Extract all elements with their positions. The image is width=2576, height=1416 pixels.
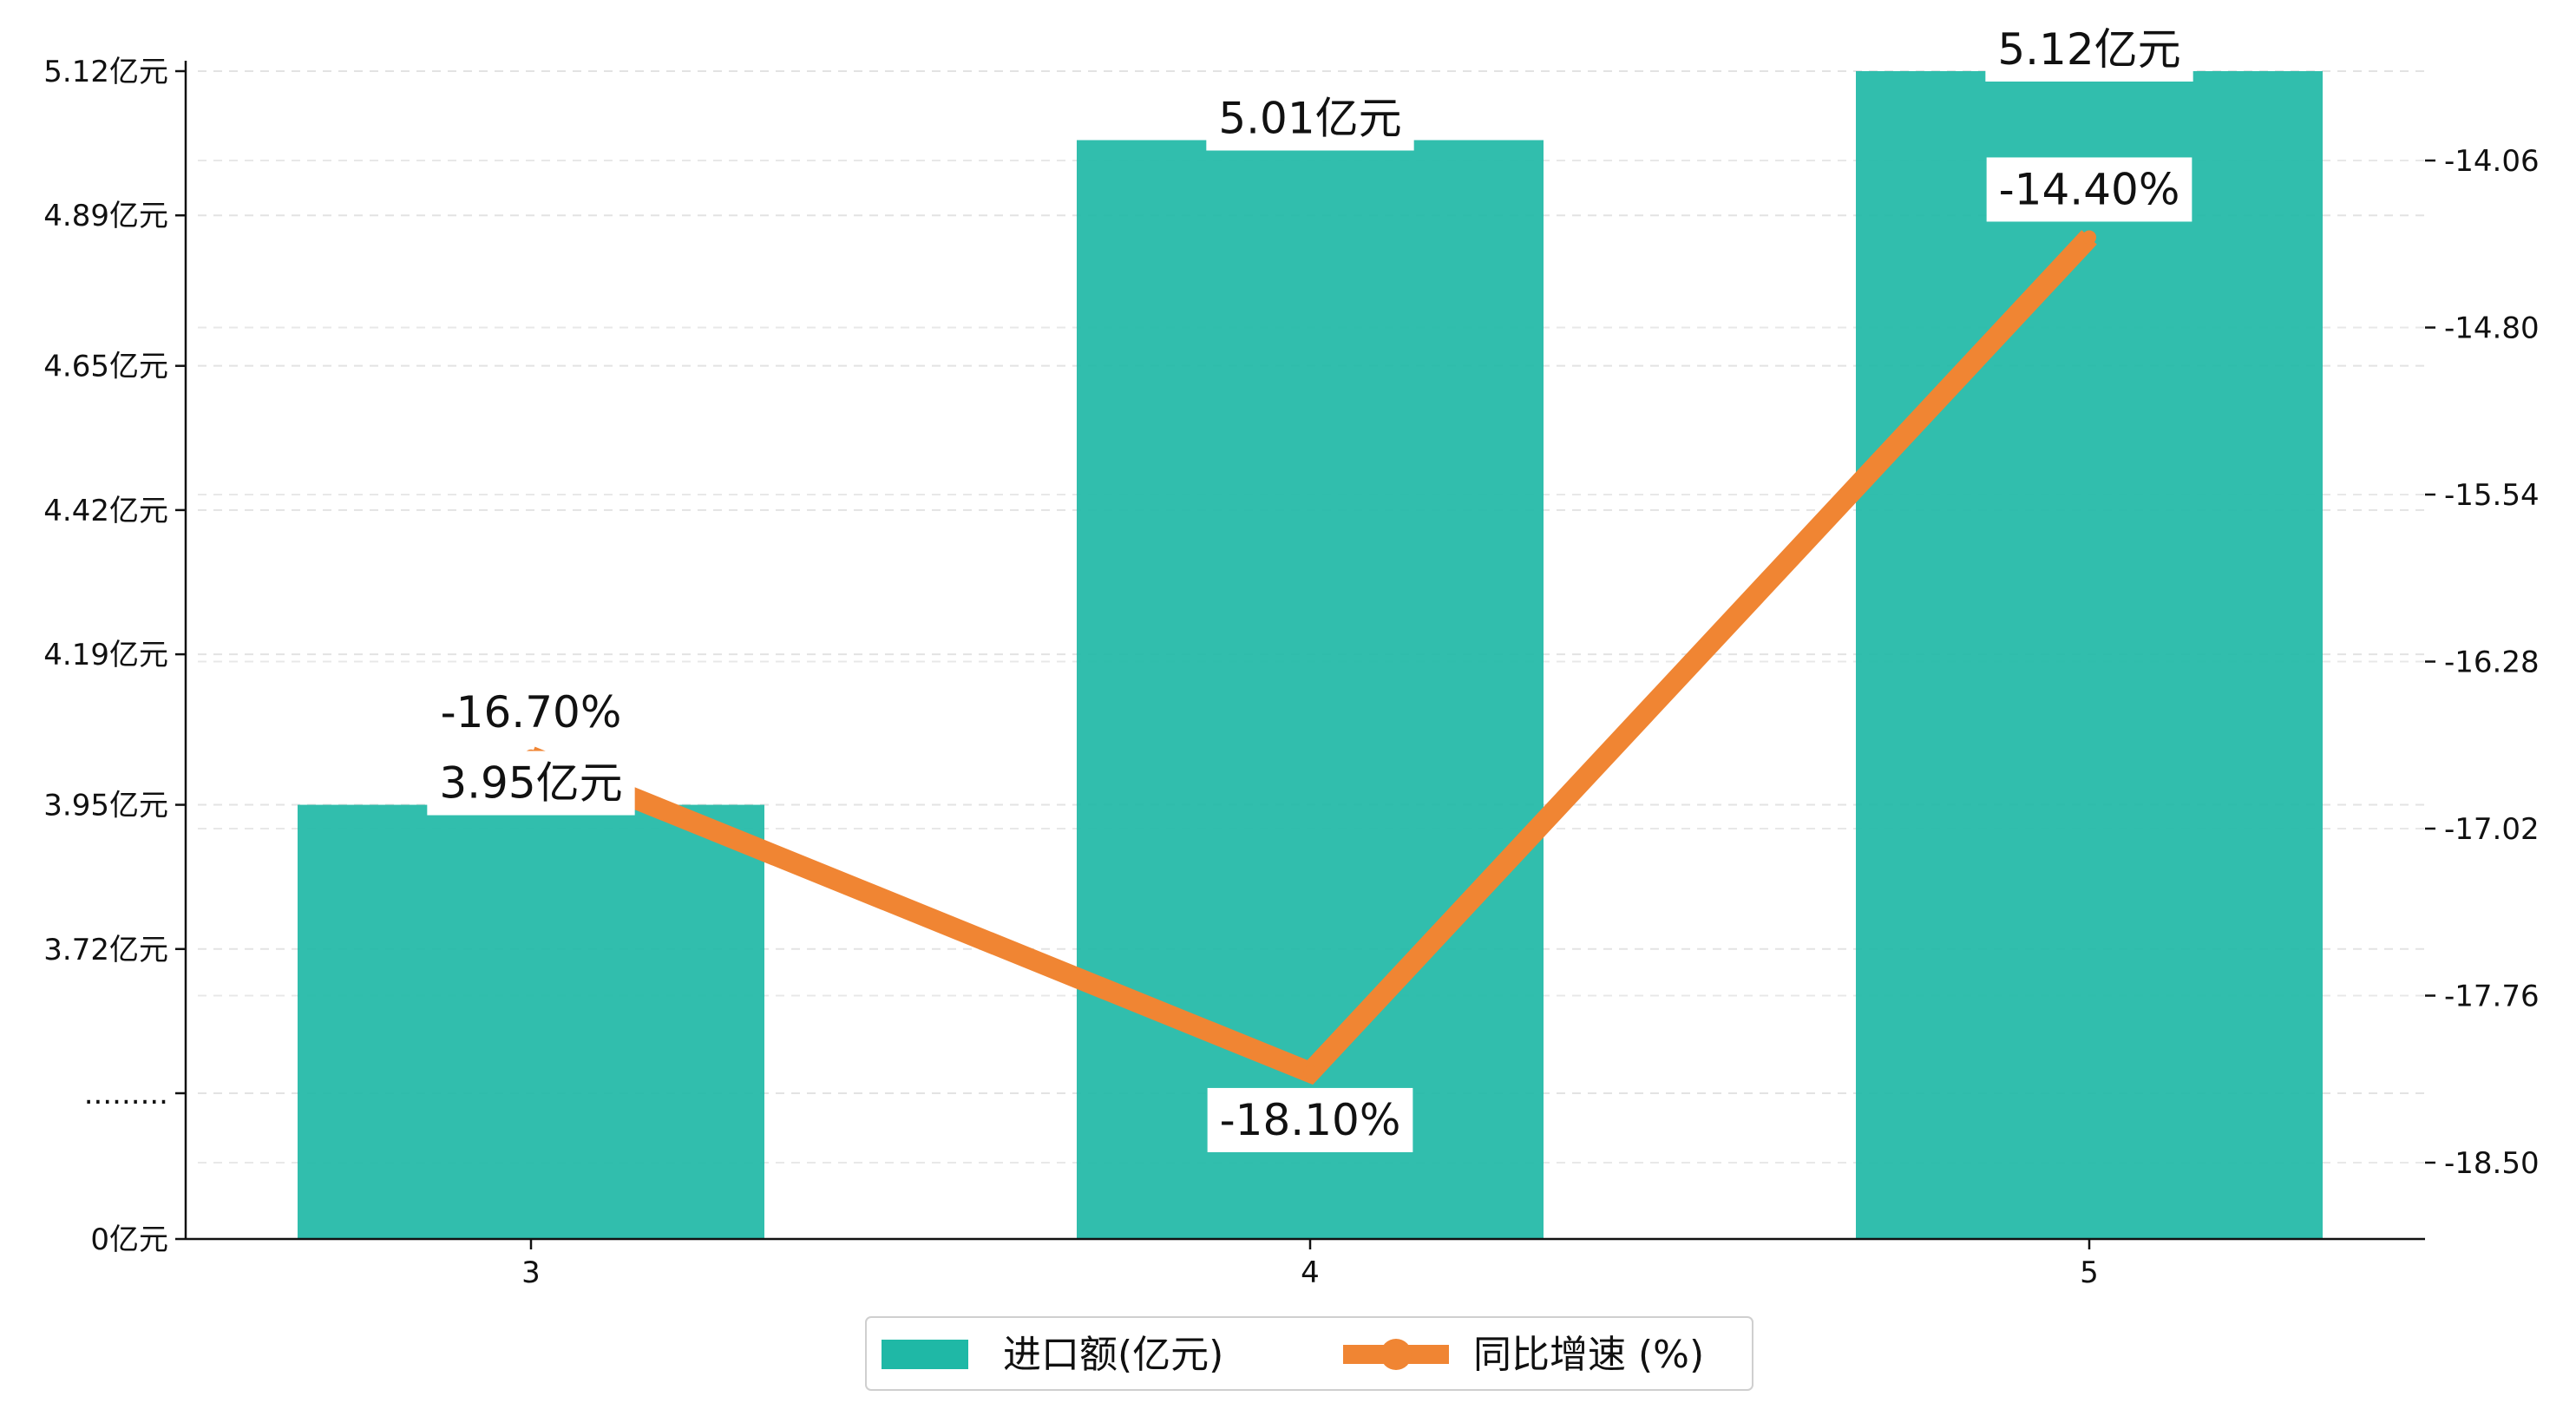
bar-3 [298,804,764,1239]
x-tick-label: 5 [2080,1255,2099,1290]
right-tick-label: -17.02 [2444,812,2540,847]
bar-4 [1077,140,1544,1239]
line-value-label-4: -18.10% [1207,1087,1413,1152]
bar-series [298,71,2323,1239]
legend-label-line: 同比增速 (%) [1473,1333,1704,1377]
right-tick-label: -14.06 [2444,144,2540,179]
x-tick-label: 4 [1301,1255,1320,1290]
left-tick-label: 3.72亿元 [43,933,168,967]
growth-rate-point-5 [2082,230,2096,245]
line-value-label-3: -16.70% [428,679,634,744]
left-tick-label: 4.19亿元 [43,638,168,672]
left-tick-label: ......... [84,1077,168,1111]
axes: 0亿元......... 3.72亿元 3.95亿元 4.19亿元 4.42亿元 4.65… [43,55,2539,1290]
line-value-label-5-bg [1986,157,2193,222]
legend-swatch-bar [882,1340,968,1369]
bar-value-label-5-bg [1985,17,2193,82]
line-value-label-3-bg [428,679,634,744]
left-tick-label: 4.65亿元 [43,350,168,384]
line-value-label-4-bg [1207,1087,1413,1152]
legend-frame [865,1316,1753,1391]
right-tick-label: -16.28 [2444,646,2540,680]
bar-value-label-5-text: 5.12亿元 [1997,24,2180,75]
legend: 进口额(亿元) 同比增速 (%) [865,1316,1753,1391]
left-tick-label: 0亿元 [90,1223,168,1257]
growth-rate-point-4 [1303,1065,1317,1079]
x-tick-label: 3 [521,1255,541,1290]
legend-swatch-marker [1380,1339,1412,1370]
left-tick-label: 4.89亿元 [43,199,168,233]
line-value-label-4-text: -18.10% [1220,1095,1401,1145]
data-labels: 3.95亿元 5.01亿元 5.12亿元 -16.70% -18.10% -14.40% [427,17,2193,1152]
left-tick-label: 3.95亿元 [43,789,168,823]
bar-value-label-4-bg [1206,86,1414,151]
left-tick-label: 5.12亿元 [43,55,168,89]
bar-value-label-5: 5.12亿元 [1985,17,2193,82]
bar-value-label-3: 3.95亿元 [427,751,635,816]
right-tick-label: -17.76 [2444,980,2540,1014]
line-value-label-3-text: -16.70% [441,687,622,738]
right-tick-label: -18.50 [2444,1146,2540,1181]
left-tick-label: 4.42亿元 [43,494,168,528]
bar-5 [1856,71,2323,1239]
line-value-label-5-text: -14.40% [1999,164,2180,214]
bar-value-label-3-bg [427,751,635,816]
right-tick-label: -14.80 [2444,311,2540,346]
legend-label-bar: 进口额(亿元) [1003,1333,1223,1377]
bar-value-label-3-text: 3.95亿元 [439,758,622,809]
line-value-label-5: -14.40% [1986,157,2193,222]
bar-value-label-4-text: 5.01亿元 [1218,93,1401,143]
bar-value-label-4: 5.01亿元 [1206,86,1414,151]
right-tick-label: -15.54 [2444,478,2540,513]
